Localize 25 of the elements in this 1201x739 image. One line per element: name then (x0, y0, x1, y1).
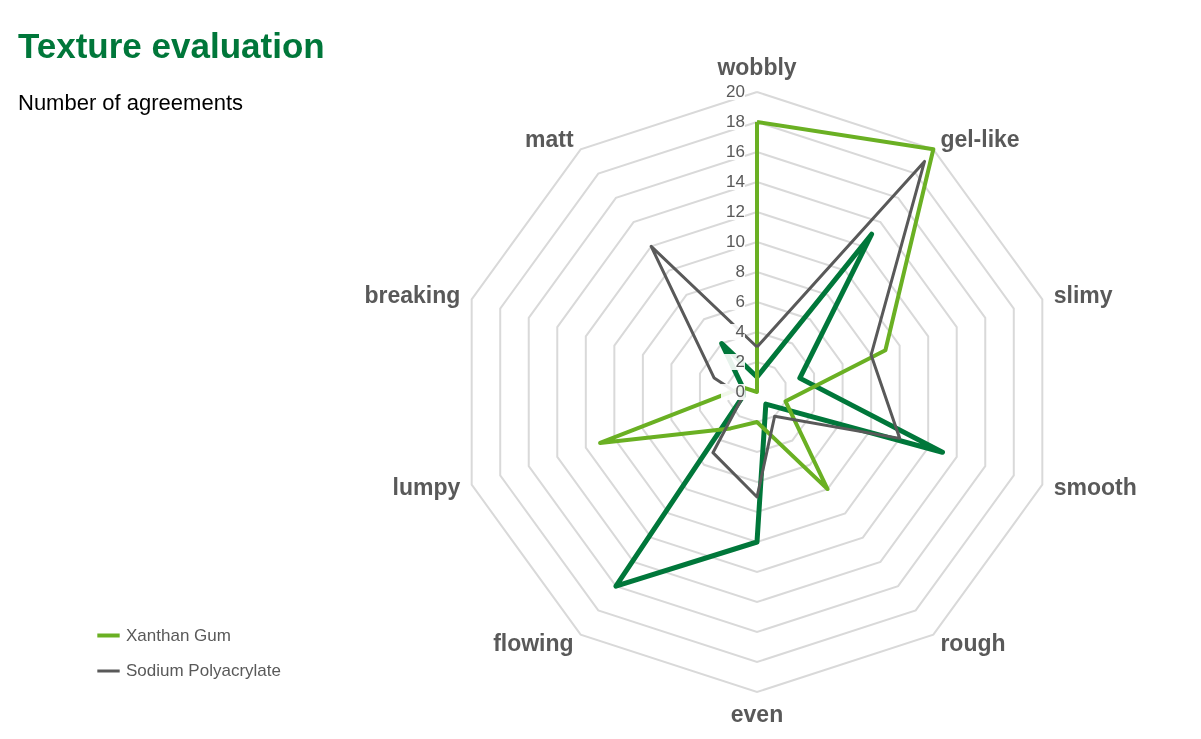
y-tick-label: 6 (735, 292, 745, 311)
spoke-label: matt (525, 125, 574, 152)
spoke-label: smooth (1053, 474, 1137, 501)
y-tick-label: 0 (735, 382, 745, 401)
legend-label: Sodium Polyacrylate (126, 661, 281, 680)
legend-label: Xanthan Gum (126, 625, 231, 645)
y-tick-label: 10 (726, 232, 745, 251)
y-tick-label: 2 (735, 352, 745, 371)
spoke-label: flowing (493, 630, 574, 657)
spoke-label: rough (940, 630, 1006, 657)
y-tick-label: 18 (726, 112, 745, 131)
y-tick-label: 14 (726, 172, 745, 191)
text: Number of agreements (18, 90, 243, 116)
spoke-label: breaking (364, 281, 461, 308)
y-tick-label: 8 (735, 262, 745, 281)
spoke-label: gel-like (940, 125, 1020, 152)
y-tick-label: 16 (726, 142, 745, 161)
spoke-label: lumpy (392, 474, 461, 501)
y-tick-label: 12 (726, 202, 745, 221)
spoke-label: slimy (1053, 281, 1113, 308)
spoke-label: even (730, 701, 784, 727)
spoke-label: wobbly (716, 54, 797, 80)
y-tick-label: 4 (735, 322, 745, 341)
chart-title: Texture evaluation (18, 26, 325, 66)
y-tick-label: 20 (726, 82, 745, 101)
